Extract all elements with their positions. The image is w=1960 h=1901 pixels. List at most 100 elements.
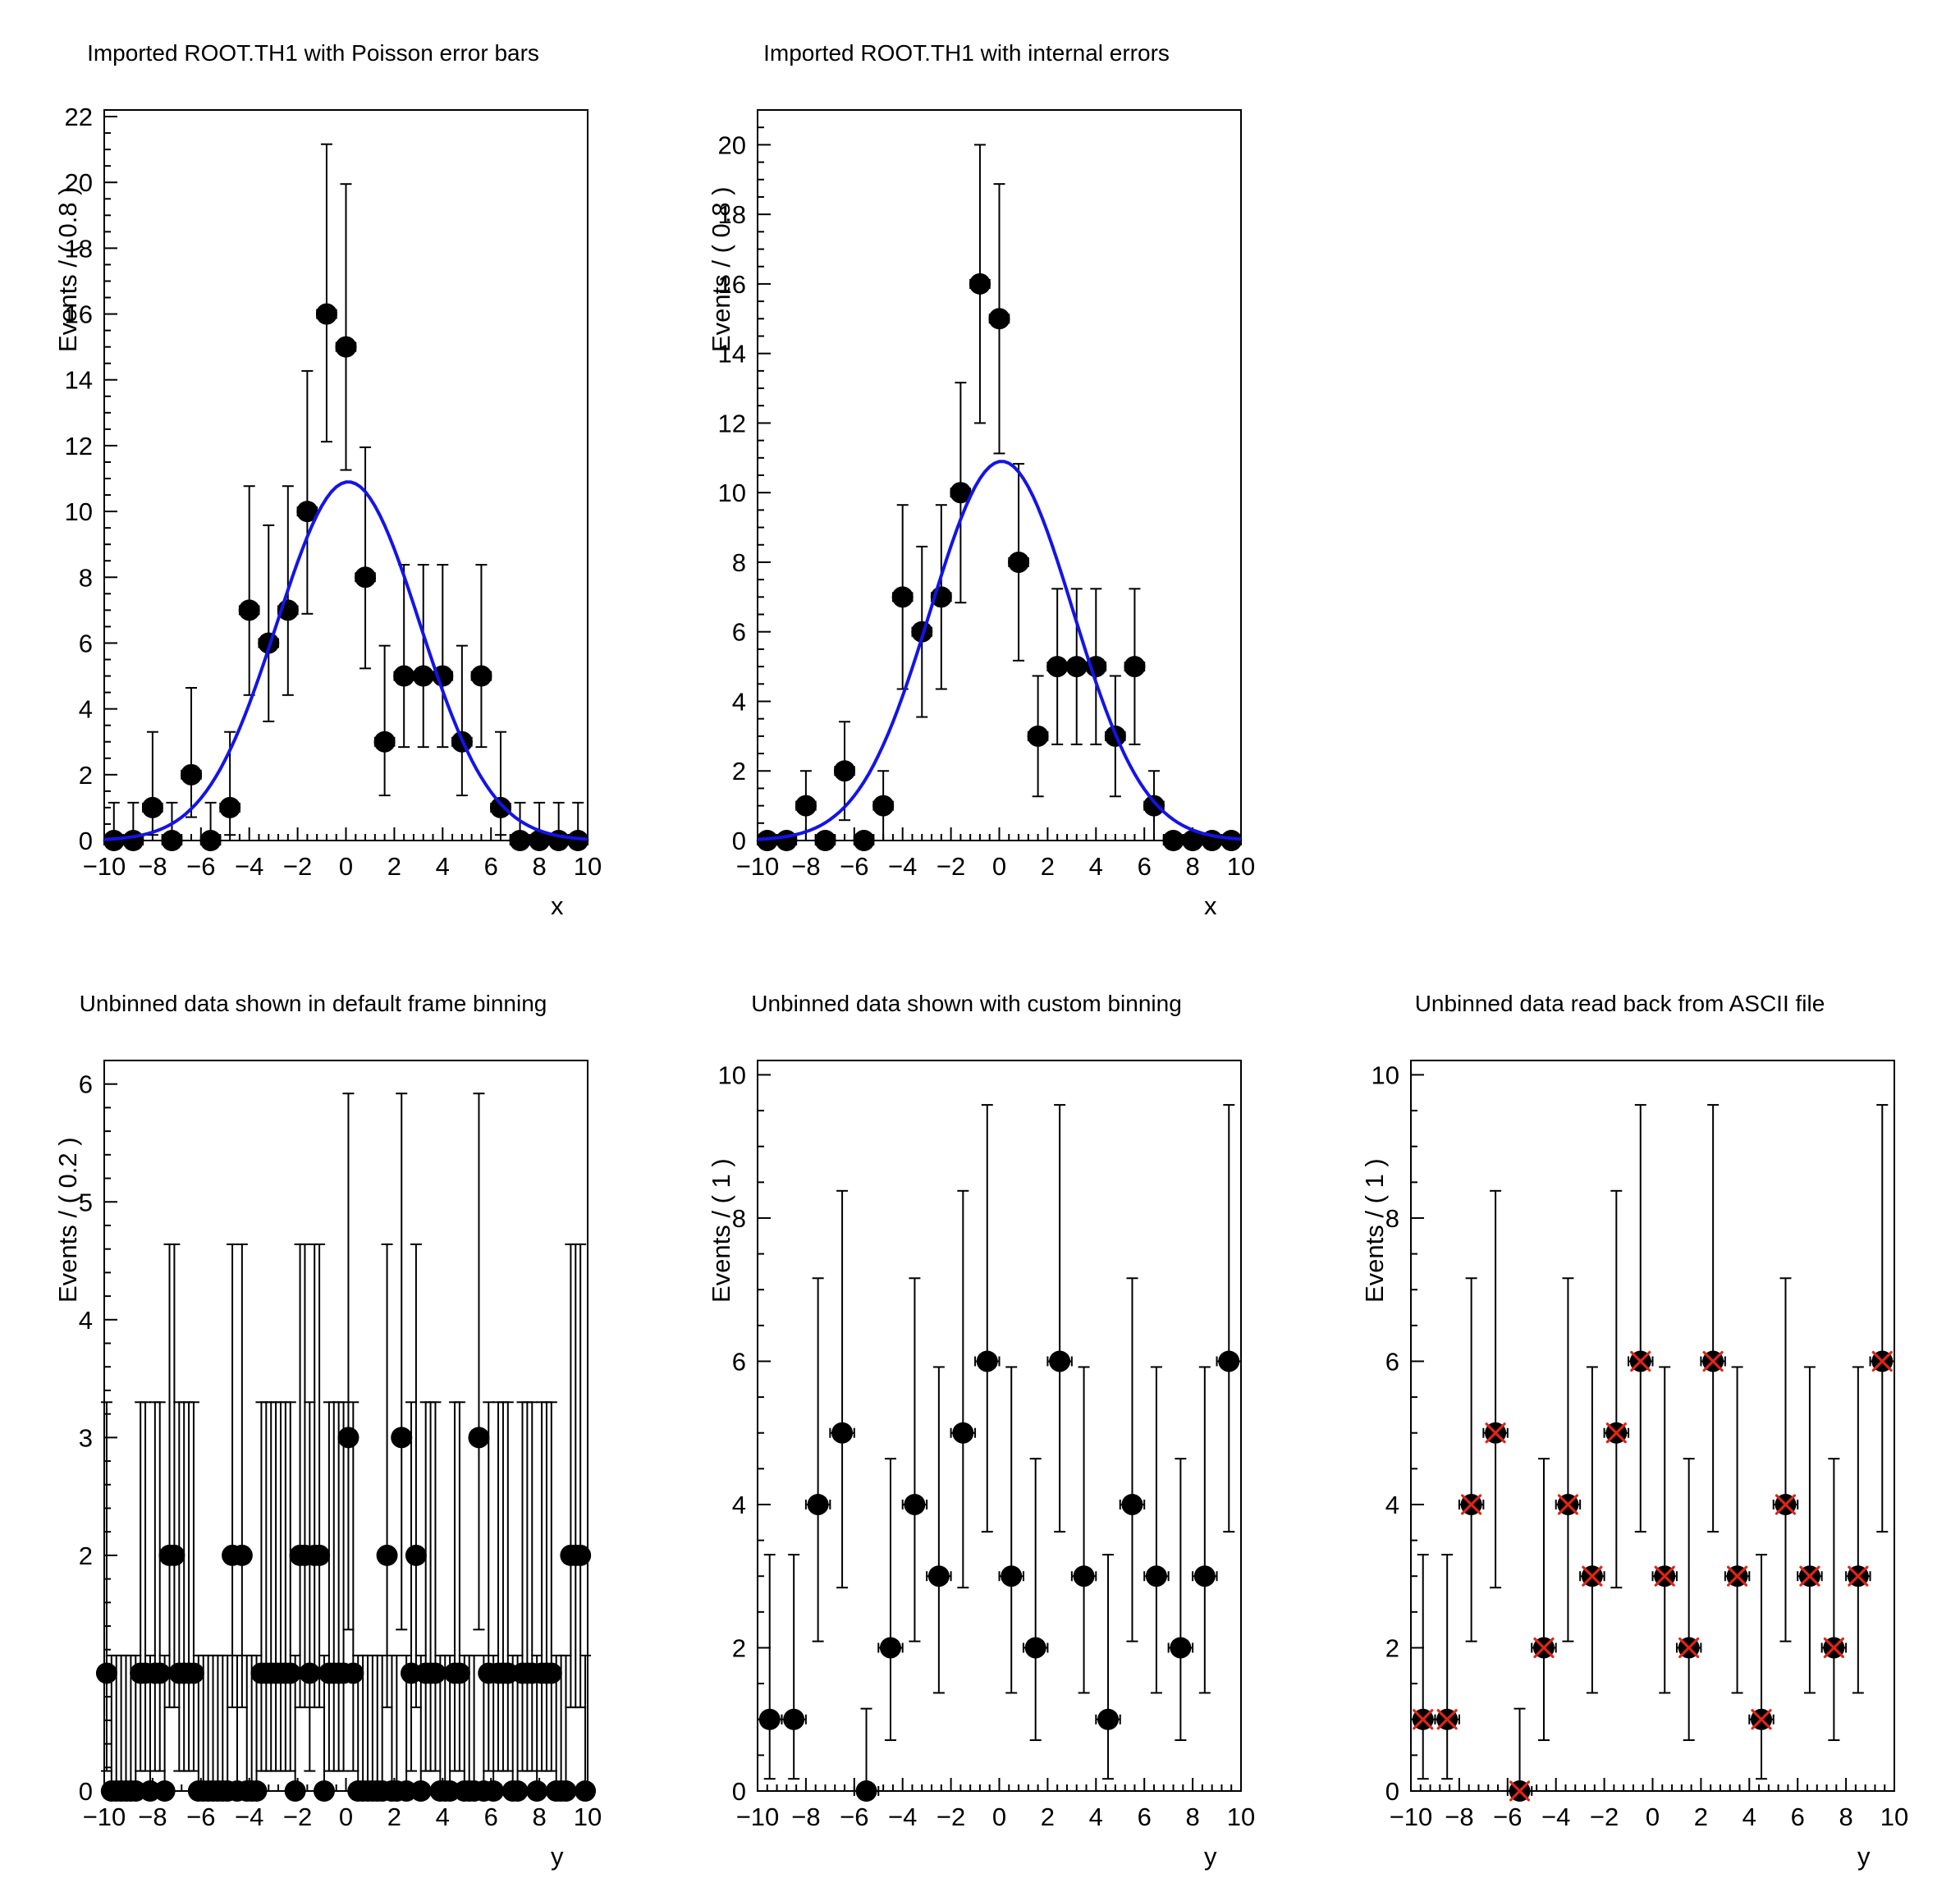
ascii-cross-marker: [1775, 1494, 1797, 1515]
y-tick-label: 8: [732, 1204, 746, 1233]
plot-area-unbinned-custom: −10 −8 −6 −4 −2 0 2 4 6 8 10 0 2 4 6 8 10: [718, 1060, 1255, 1831]
data-point-marker: [834, 760, 856, 782]
error-bar: [417, 564, 429, 749]
ascii-cross-marker: [1461, 1494, 1482, 1515]
data-point-marker: [952, 1422, 974, 1444]
x-tick-label: −4: [1541, 1803, 1570, 1831]
error-bar: [1876, 1104, 1889, 1533]
x-tick-label: 0: [992, 1803, 1006, 1831]
y-tick-label: 3: [79, 1423, 93, 1452]
error-bar: [1198, 1366, 1211, 1694]
data-point-marker: [1027, 725, 1049, 747]
data-point-marker: [279, 1662, 301, 1684]
error-bar: [1707, 1104, 1720, 1533]
data-point-marker: [1065, 656, 1088, 678]
x-tick-label: −8: [138, 1803, 167, 1831]
x-tick-label: 10: [574, 852, 602, 881]
error-bar: [560, 1654, 572, 1791]
ascii-cross-marker: [1509, 1780, 1531, 1802]
error-bar: [475, 564, 488, 749]
ascii-cross-marker: [1823, 1637, 1844, 1659]
y-tick-label: 0: [79, 827, 93, 855]
data-point-marker: [509, 830, 531, 851]
ascii-cross-marker: [1654, 1565, 1675, 1587]
y-tick-label: 16: [65, 300, 93, 329]
error-bar: [1803, 1366, 1816, 1694]
x-tick-label: 6: [1138, 1803, 1152, 1831]
plot-title: Imported ROOT.TH1 with internal errors: [763, 40, 1170, 66]
data-point-marker: [853, 830, 875, 851]
data-point-marker: [141, 796, 163, 818]
error-bar: [836, 1189, 849, 1589]
data-point-marker: [783, 1708, 805, 1730]
error-bar: [575, 1243, 587, 1709]
x-tick-label: 10: [1880, 1803, 1908, 1831]
error-bar: [501, 1401, 514, 1772]
error-bar: [243, 485, 255, 696]
data-point-marker: [891, 586, 914, 608]
ascii-cross-marker: [1582, 1565, 1603, 1587]
data-point-marker: [355, 566, 377, 589]
error-bar: [456, 644, 468, 797]
error-bar: [185, 686, 198, 818]
data-point-marker: [1049, 1350, 1071, 1372]
error-bar: [453, 1401, 465, 1772]
error-bar: [860, 1707, 872, 1791]
x-tick-label: −6: [186, 852, 215, 881]
y-tick-label: 4: [732, 687, 746, 716]
error-bar: [236, 1243, 248, 1709]
error-bar: [1054, 1104, 1066, 1533]
x-axis-title: x: [1204, 891, 1217, 920]
data-point-marker: [927, 1565, 950, 1587]
y-tick-label: 4: [732, 1491, 746, 1519]
y-tick-label: 8: [732, 548, 746, 577]
error-bar: [579, 1654, 592, 1791]
x-tick-label: 2: [387, 852, 401, 881]
plot-area-th1-poisson: −10 −8 −6 −4 −2 0 2 4 6 8 10 0 2 4 6 8 10 12 14 16 18 20 22: [65, 103, 602, 881]
y-tick-label: 16: [718, 270, 746, 299]
data-point-marker: [1097, 1708, 1120, 1730]
y-tick-label: 6: [732, 618, 746, 647]
plot-area-unbinned-ascii: −10 −8 −6 −4 −2 0 2 4 6 8 10 0 2 4 6 8 10: [1372, 1060, 1908, 1831]
data-point-marker: [299, 1662, 321, 1684]
x-tick-label: 8: [1839, 1803, 1852, 1831]
ascii-cross-marker: [1436, 1709, 1458, 1730]
plot-title: Unbinned data read back from ASCII file: [1414, 991, 1825, 1016]
data-point-marker: [567, 830, 589, 851]
error-bar: [140, 1401, 152, 1772]
error-bar: [304, 1401, 316, 1772]
error-bar: [146, 731, 158, 836]
data-point-marker: [448, 1662, 470, 1684]
x-tick-label: −10: [1390, 1803, 1433, 1831]
ascii-cross-marker: [1871, 1350, 1893, 1372]
y-tick-label: 12: [718, 409, 746, 437]
x-tick-label: −8: [791, 852, 820, 881]
data-point-marker: [153, 1780, 176, 1802]
ascii-cross-marker: [1848, 1565, 1869, 1587]
error-bar: [301, 369, 314, 615]
plot-area-th1-internal: −10 −8 −6 −4 −2 0 2 4 6 8 10 0 2 4 6 8 10 12 14 16 18 20: [718, 109, 1255, 881]
x-axis-title: y: [1857, 1842, 1871, 1871]
x-tick-label: 0: [992, 852, 1006, 881]
x-axis-title: y: [1204, 1842, 1217, 1871]
data-point-marker: [795, 795, 817, 817]
data-point-marker: [506, 1780, 529, 1802]
data-point-marker: [376, 1544, 398, 1566]
error-bar: [153, 1401, 166, 1772]
error-bar: [1659, 1366, 1671, 1694]
data-point-marker: [950, 482, 972, 504]
data-point-marker: [182, 1662, 204, 1684]
x-tick-label: −4: [888, 852, 917, 881]
x-tick-label: 0: [1646, 1803, 1660, 1831]
data-point-marker: [391, 1427, 413, 1449]
x-tick-label: −10: [736, 852, 780, 881]
error-bar: [545, 1401, 557, 1772]
x-tick-label: −2: [1590, 1803, 1619, 1831]
y-tick-label: 8: [79, 563, 93, 592]
plot-area-unbinned-default: −10 −8 −6 −4 −2 0 2 4 6 8 10 0 2 3 4 5 6: [79, 1060, 602, 1831]
data-point-marker: [489, 796, 511, 818]
data-point-marker: [1218, 1350, 1240, 1372]
data-point-marker: [976, 1350, 998, 1372]
y-tick-label: 10: [1372, 1060, 1399, 1089]
data-point-marker: [342, 1662, 364, 1684]
